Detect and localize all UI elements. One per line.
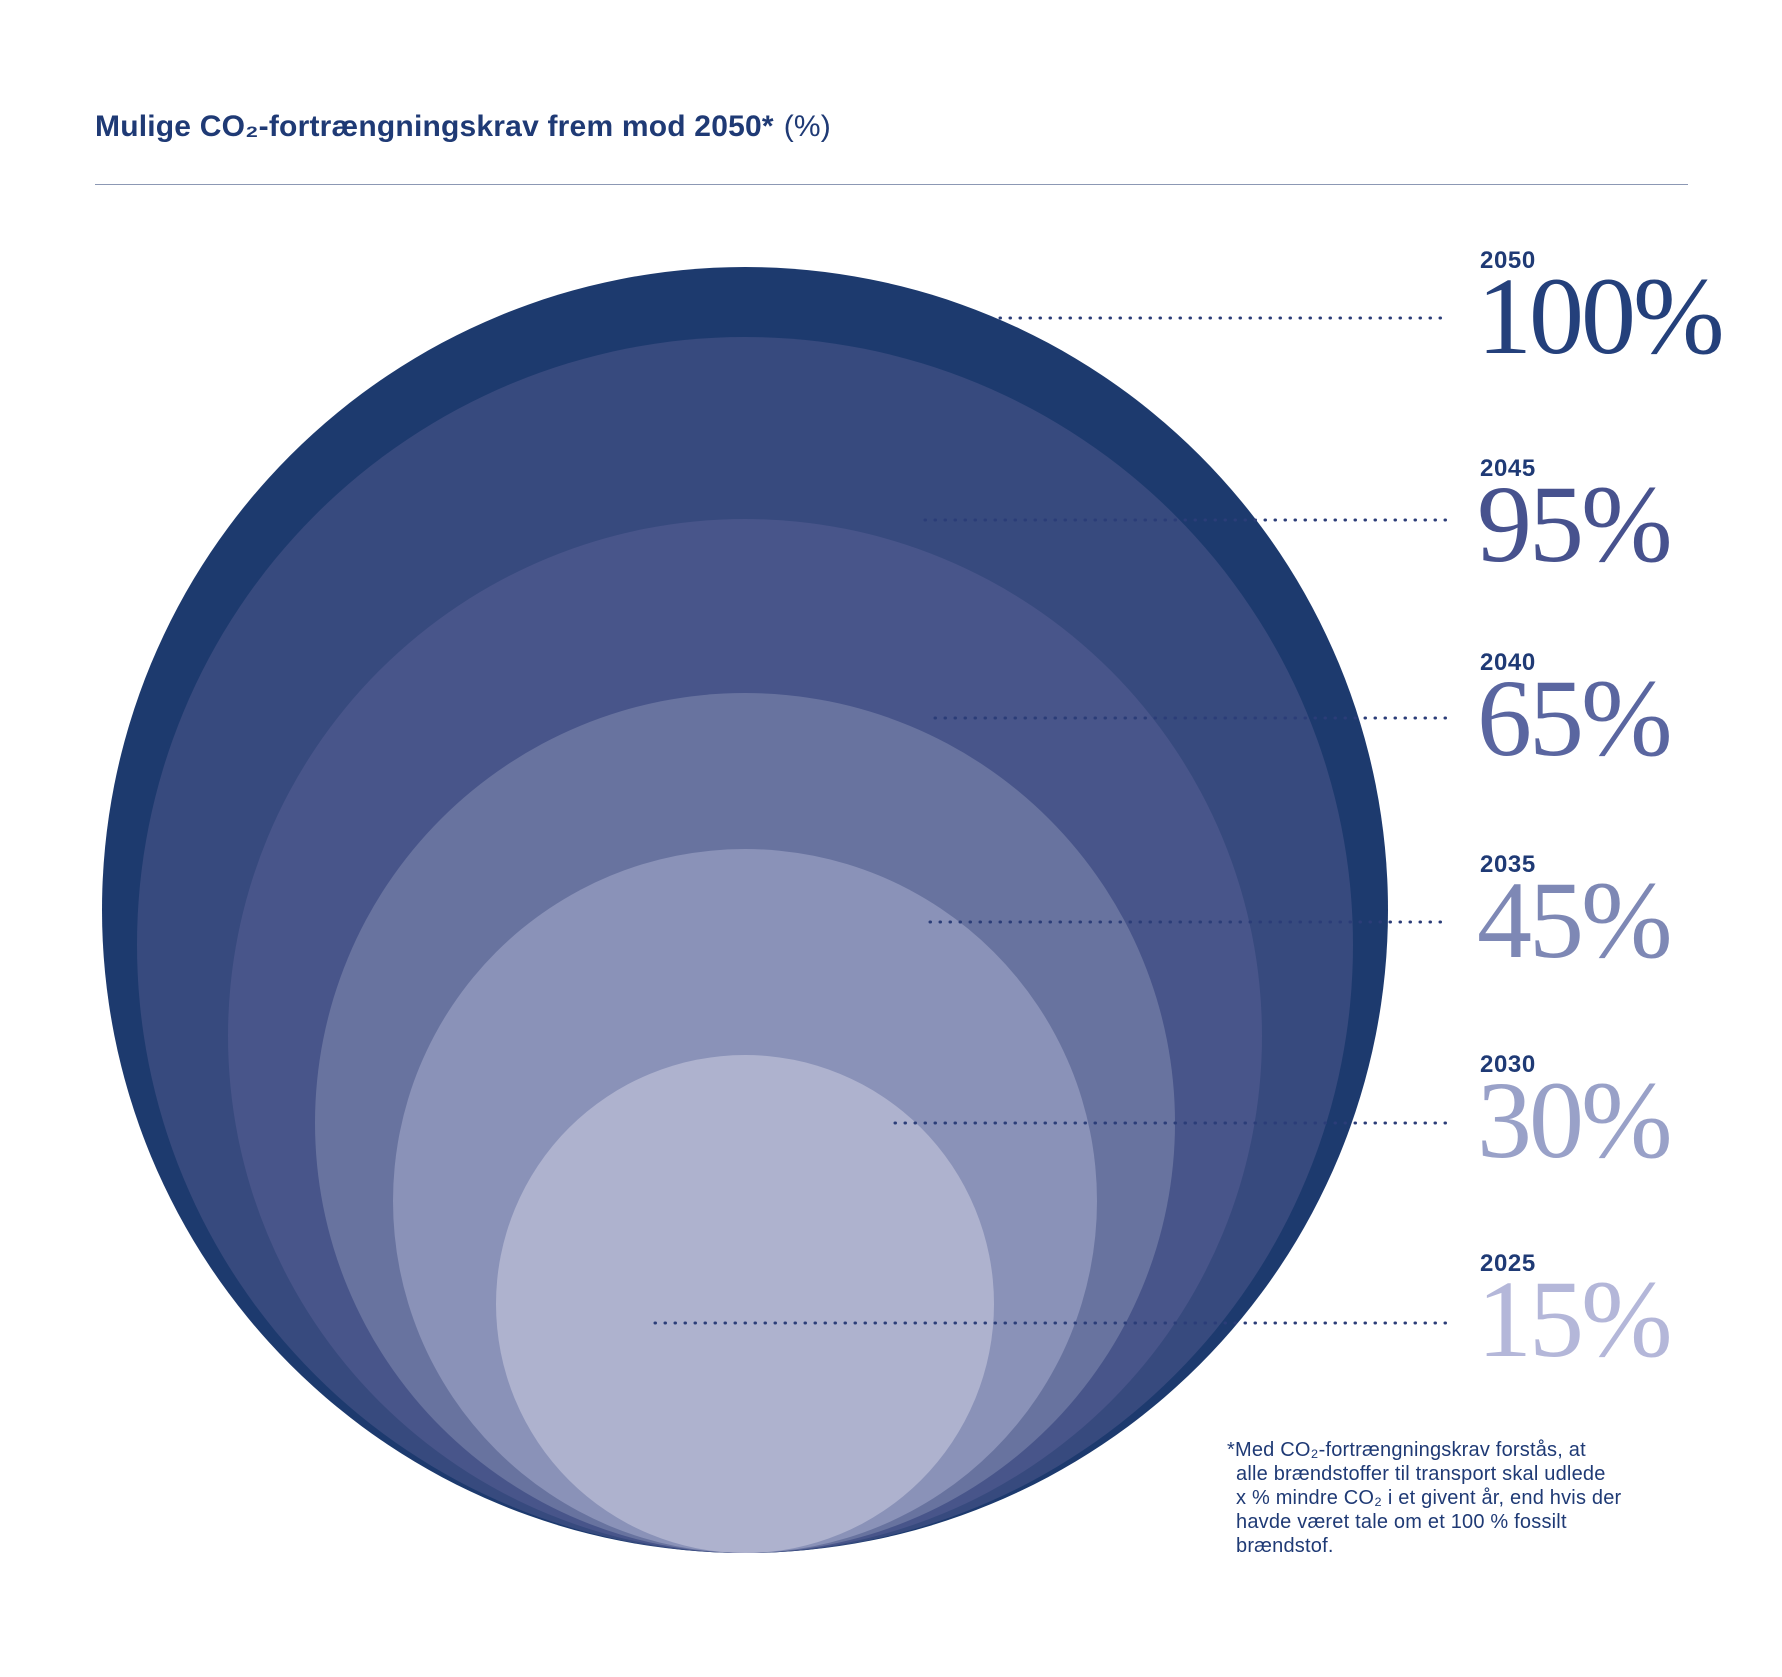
circle-2025-15pct xyxy=(496,1055,994,1553)
label-row-2045: 2045 95% xyxy=(1477,455,1673,585)
footnote-line: *Med CO₂-fortrængningskrav forstås, at xyxy=(1227,1439,1586,1461)
percent-value: 45% xyxy=(1477,859,1673,981)
footnote-line: x % mindre CO₂ i et givent år, end hvis … xyxy=(1236,1487,1622,1509)
label-row-2030: 2030 30% xyxy=(1477,1051,1673,1181)
label-row-2025: 2025 15% xyxy=(1477,1250,1673,1380)
year-label: 2040 xyxy=(1480,649,1536,676)
page-title-unit: (%) xyxy=(783,110,831,143)
year-label: 2025 xyxy=(1480,1250,1536,1277)
footnote-line: havde været tale om et 100 % fossilt xyxy=(1236,1511,1567,1533)
label-row-2040: 2040 65% xyxy=(1477,649,1673,779)
footnote: *Med CO₂-fortrængningskrav forstås, at a… xyxy=(1227,1438,1636,1558)
footnote-line: alle brændstoffer til transport skal udl… xyxy=(1236,1463,1606,1485)
percent-value: 30% xyxy=(1477,1059,1673,1181)
label-row-2050: 2050 100% xyxy=(1477,247,1725,377)
percent-value: 65% xyxy=(1477,657,1673,779)
label-row-2035: 2035 45% xyxy=(1477,851,1673,981)
footnote-line: brændstof. xyxy=(1236,1535,1334,1557)
title-divider xyxy=(95,184,1688,185)
page-title-main: Mulige CO₂-fortrængningskrav frem mod 20… xyxy=(95,110,774,143)
page-title: Mulige CO₂-fortrængningskrav frem mod 20… xyxy=(95,110,831,144)
percent-value: 95% xyxy=(1477,463,1673,585)
year-label: 2035 xyxy=(1480,851,1536,878)
year-label: 2045 xyxy=(1480,455,1536,482)
percent-value: 100% xyxy=(1477,255,1725,377)
year-label: 2050 xyxy=(1480,247,1536,274)
percent-value: 15% xyxy=(1477,1258,1673,1380)
year-label: 2030 xyxy=(1480,1051,1536,1078)
